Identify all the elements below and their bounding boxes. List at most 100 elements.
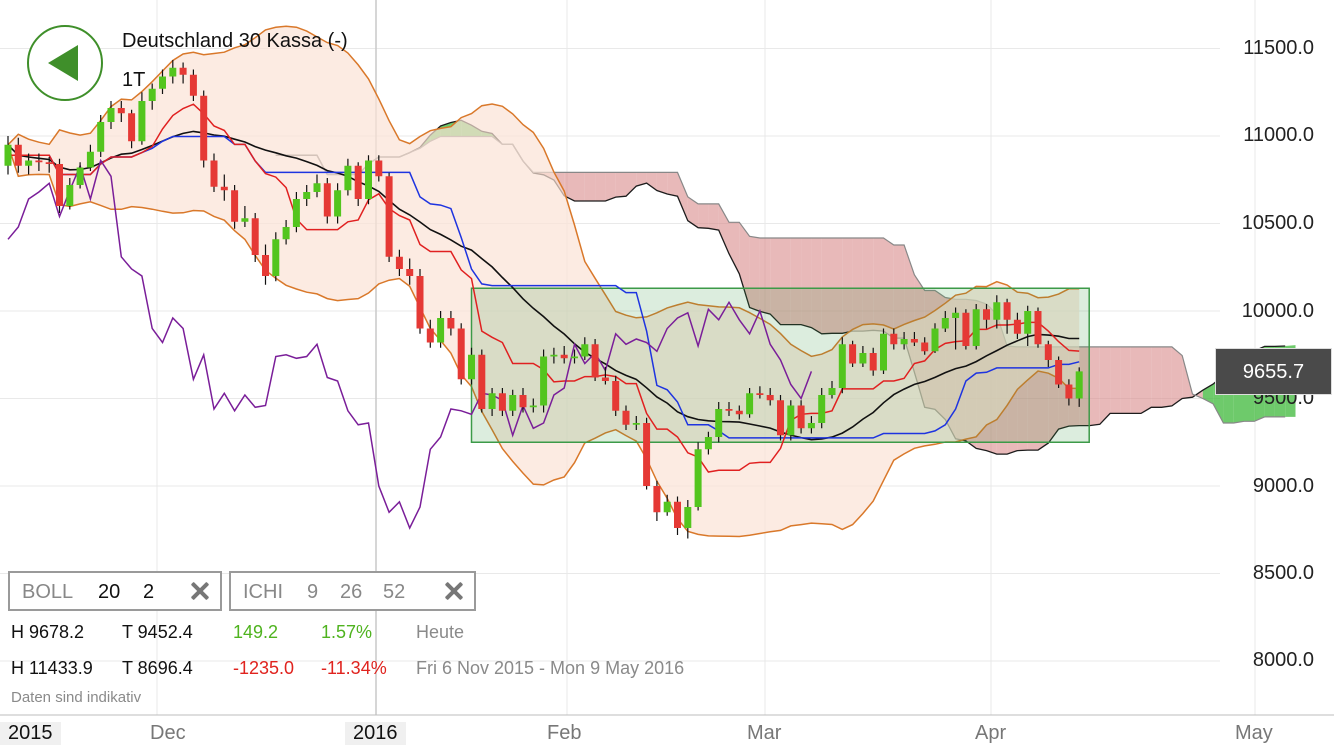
candle-body <box>643 423 651 486</box>
candle-body <box>797 405 805 429</box>
range-low: T 8696.4 <box>122 658 193 678</box>
candle-body <box>849 344 857 364</box>
candle-body <box>509 395 517 411</box>
kumo-segment <box>564 172 575 202</box>
candle-body <box>735 410 743 415</box>
candle-body <box>900 339 908 345</box>
kumo-segment <box>780 238 791 325</box>
range-high: H 11433.9 <box>11 658 93 678</box>
candle-body <box>97 122 105 152</box>
candle-body <box>313 183 321 192</box>
candle-body <box>86 151 94 168</box>
boll-indicator-chip[interactable]: BOLL 20 2 <box>8 571 222 611</box>
boll-period: 20 <box>98 581 121 603</box>
kumo-segment <box>790 238 802 325</box>
boll-close-icon[interactable] <box>188 579 212 603</box>
candle-body <box>107 108 115 122</box>
ichi-close-icon[interactable] <box>442 579 466 603</box>
bollinger-bands <box>7 25 1080 538</box>
candle-body <box>117 108 125 114</box>
kumo-segment <box>1141 346 1152 414</box>
kumo-segment <box>626 172 637 197</box>
kumo-segment <box>862 238 874 332</box>
kumo-segment <box>1099 346 1111 425</box>
ichi-kijun-period: 26 <box>340 581 363 603</box>
back-button[interactable] <box>27 25 103 101</box>
candle-body <box>550 354 558 357</box>
bollinger-fill <box>8 26 1080 537</box>
kumo-segment <box>595 172 606 202</box>
range-label: Fri 6 Nov 2015 - Mon 9 May 2016 <box>416 658 685 678</box>
candle-body <box>787 405 795 436</box>
chikou-line <box>7 158 813 530</box>
kumo-segment <box>636 172 647 187</box>
y-tick-label: 10000.0 <box>1241 300 1314 322</box>
period-label[interactable]: 1T <box>122 69 146 91</box>
candle-body <box>674 501 681 528</box>
candle-body <box>416 276 424 329</box>
y-tick-label: 8000.0 <box>1252 649 1314 671</box>
candle-body <box>220 186 228 191</box>
candle-body <box>663 501 671 513</box>
candle-body <box>272 239 280 276</box>
kumo-segment <box>821 238 832 334</box>
ichi-tenkan-period: 9 <box>307 581 319 603</box>
today-change: 149.2 <box>233 622 279 642</box>
y-tick-label: 9000.0 <box>1252 475 1314 497</box>
candle-body <box>704 437 712 450</box>
candle-body <box>498 393 506 411</box>
candle-body <box>478 354 486 409</box>
boll-deviation: 2 <box>143 581 155 603</box>
ichi-senkou-period: 52 <box>383 581 406 603</box>
candle-body <box>859 353 867 364</box>
candle-body <box>890 333 898 345</box>
x-tick-label: May <box>1235 722 1273 744</box>
candle-body <box>818 395 826 423</box>
y-tick-label: 10500.0 <box>1241 212 1314 234</box>
candle-body <box>303 192 311 199</box>
back-arrow-icon <box>48 45 78 81</box>
candle-body <box>437 318 445 343</box>
candle-body <box>14 144 22 166</box>
candle-body <box>200 95 208 161</box>
candle-body <box>756 393 764 395</box>
candle-body <box>447 318 455 329</box>
senkou-span-a-line <box>275 119 1286 455</box>
candle-body <box>993 302 1001 320</box>
candle-body <box>921 342 929 352</box>
candle-body <box>591 344 599 378</box>
candle-body <box>941 318 949 329</box>
candle-body <box>540 356 548 406</box>
y-tick-label: 11000.0 <box>1243 124 1314 146</box>
candle-body <box>715 409 723 437</box>
candle-body <box>838 344 846 388</box>
candle-body <box>622 410 630 425</box>
kijun-line <box>8 135 1080 439</box>
candle-body <box>746 393 754 415</box>
kumo-segment <box>698 203 709 229</box>
current-price-tag: 9655.7 <box>1215 348 1332 395</box>
kumo-segment <box>1110 346 1121 414</box>
candle-body <box>231 190 239 222</box>
ichi-indicator-chip[interactable]: ICHI 9 26 52 <box>229 571 476 611</box>
kumo-segment <box>801 238 812 328</box>
candle-body <box>159 76 166 89</box>
x-tick-label: Dec <box>150 722 186 744</box>
candle-body <box>138 101 146 142</box>
candle-body <box>25 160 33 166</box>
candle-body <box>210 160 218 187</box>
candle-body <box>571 356 578 359</box>
kumo-segment <box>687 196 699 228</box>
candle-body <box>1075 371 1083 399</box>
candle-body <box>189 74 197 96</box>
kumo-segment <box>718 203 729 254</box>
candle-body <box>375 160 383 177</box>
candle-body <box>684 507 692 528</box>
candle-body <box>468 354 475 380</box>
kumo-segment <box>615 172 626 198</box>
candle-body <box>365 160 372 199</box>
candle-body <box>694 449 702 507</box>
today-low: T 9452.4 <box>122 622 193 642</box>
kumo-segment <box>677 172 688 221</box>
